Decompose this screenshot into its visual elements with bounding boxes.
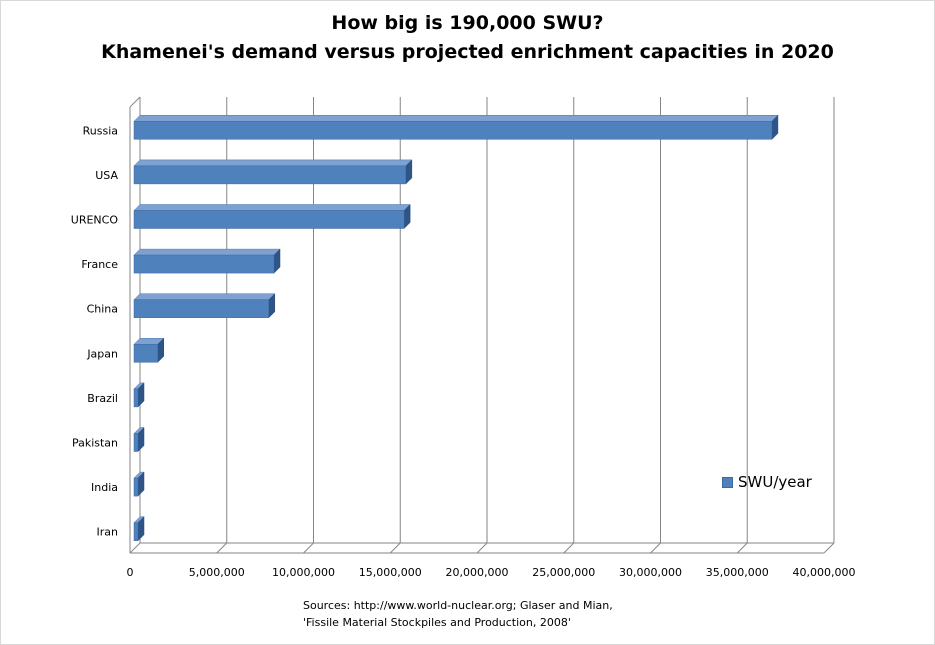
- floor-gridline: [823, 542, 835, 554]
- x-tick-label: 10,000,000: [272, 566, 335, 579]
- y-category-label: USA: [95, 169, 118, 182]
- x-tick-label: 35,000,000: [706, 566, 769, 579]
- y-category-label: Pakistan: [72, 437, 118, 450]
- y-category-label: France: [81, 258, 118, 271]
- bar-top: [133, 204, 411, 211]
- x-tick-label: 0: [127, 566, 134, 579]
- bar: [133, 121, 773, 140]
- bar: [133, 477, 139, 497]
- y-category-label: Iran: [97, 526, 119, 539]
- bar-top: [133, 248, 281, 256]
- bar-top: [133, 293, 276, 300]
- floor-gridline: [216, 542, 228, 554]
- x-tick-label: 15,000,000: [359, 566, 422, 579]
- y-category-label: China: [87, 303, 118, 316]
- x-tick-label: 20,000,000: [446, 566, 509, 579]
- legend: SWU/year: [722, 473, 812, 491]
- bar: [133, 299, 270, 318]
- source-note: Sources: http://www.world-nuclear.org; G…: [303, 597, 723, 631]
- floor-gridline: [563, 542, 575, 554]
- floor-gridline: [650, 542, 661, 554]
- x-tick-label: 40,000,000: [793, 566, 856, 579]
- side-wall-top: [129, 96, 141, 108]
- y-category-label: URENCO: [71, 214, 119, 227]
- legend-label: SWU/year: [738, 473, 812, 491]
- bar-top: [133, 159, 413, 167]
- legend-swatch: [722, 476, 733, 488]
- chart-title: How big is 190,000 SWU?: [331, 12, 604, 34]
- floor-gridline: [476, 542, 488, 554]
- bar: [133, 254, 275, 274]
- bar-top: [133, 115, 779, 122]
- floor-gridline: [389, 542, 401, 554]
- bar: [133, 388, 139, 408]
- x-tick-label: 25,000,000: [532, 566, 595, 579]
- bar: [133, 165, 407, 185]
- bar: [133, 210, 405, 229]
- floor-gridline: [129, 542, 141, 554]
- x-tick-label: 5,000,000: [189, 566, 245, 579]
- floor-gridline: [736, 542, 748, 554]
- source-line-1: Sources: http://www.world-nuclear.org; G…: [303, 599, 613, 612]
- y-category-label: India: [91, 481, 118, 494]
- source-line-2: 'Fissile Material Stockpiles and Product…: [303, 616, 571, 629]
- bar: [133, 522, 139, 541]
- bar: [133, 433, 139, 452]
- bar: [133, 344, 159, 363]
- y-category-label: Russia: [83, 124, 118, 137]
- floor-gridline: [303, 542, 314, 554]
- y-category-label: Japan: [86, 347, 118, 360]
- x-tick-label: 30,000,000: [619, 566, 682, 579]
- chart-subtitle: Khamenei's demand versus projected enric…: [101, 41, 834, 63]
- y-category-label: Brazil: [87, 392, 118, 405]
